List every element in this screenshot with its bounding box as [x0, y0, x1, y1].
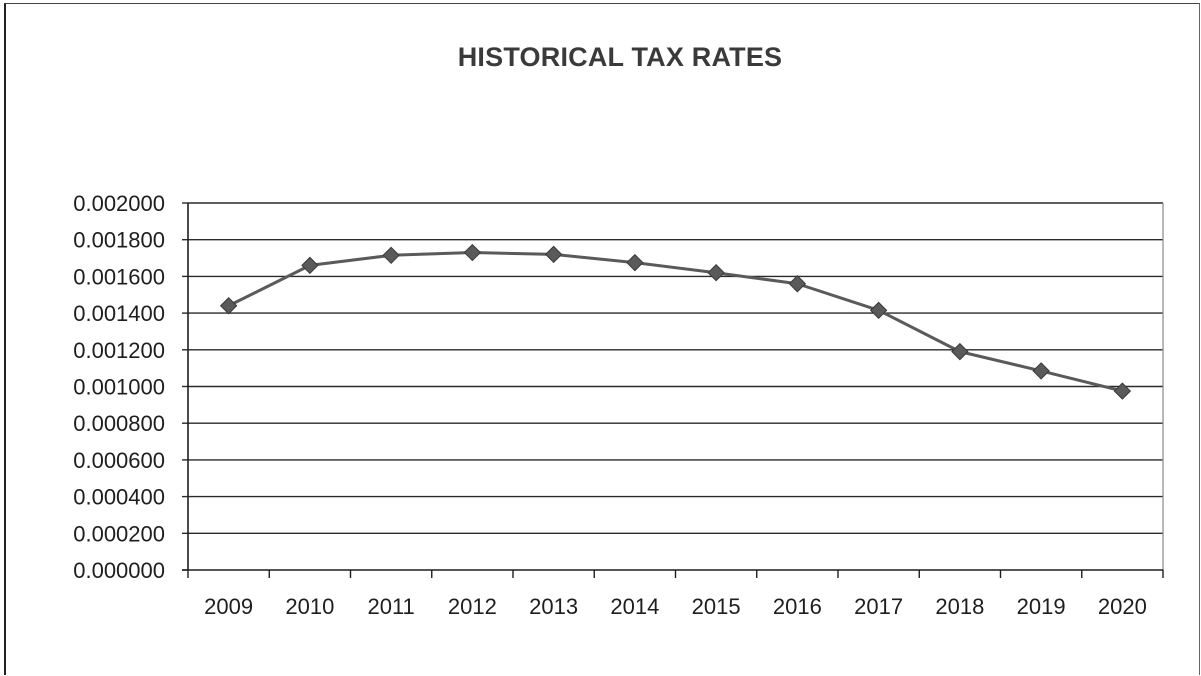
data-point-marker [544, 245, 563, 264]
data-point-marker [1113, 382, 1132, 400]
data-point-marker [219, 297, 238, 315]
data-point-marker [1032, 362, 1050, 380]
x-tick-label: 2016 [773, 594, 822, 619]
x-tick-label: 2019 [1017, 594, 1066, 619]
chart-frame [4, 3, 1200, 675]
data-point-marker [382, 246, 400, 265]
y-tick-label: 0.002000 [73, 191, 165, 216]
y-tick-label: 0.001400 [73, 301, 165, 326]
y-axis-tick-labels: 0.002000 0.001800 0.001600 0.001400 0.001200… [73, 191, 165, 583]
data-point-marker [463, 243, 482, 262]
data-point-marker [951, 342, 969, 361]
x-tick-label: 2018 [935, 594, 984, 619]
data-point-marker [626, 253, 644, 272]
x-tick-label: 2017 [854, 594, 903, 619]
data-point-marker [869, 301, 888, 320]
series-line-path [227, 251, 1123, 393]
data-point-marker [788, 275, 807, 293]
y-tick-label: 0.001200 [73, 338, 165, 363]
chart-title: HISTORICAL TAX RATES [457, 42, 783, 72]
x-tick-label: 2009 [204, 594, 253, 619]
y-tick-label: 0.000200 [73, 521, 165, 546]
y-tick-label: 0.000600 [73, 448, 165, 473]
x-tick-label: 2010 [285, 594, 334, 619]
gridlines [188, 202, 1163, 534]
x-tick-label: 2011 [367, 594, 414, 619]
x-tick-label: 2020 [1098, 594, 1147, 619]
x-tick-label: 2014 [610, 594, 659, 619]
axes [182, 202, 1164, 578]
y-tick-label: 0.000800 [73, 411, 165, 436]
y-tick-label: 0.001000 [73, 375, 165, 400]
x-axis-tick-labels: 2009 2010 2011 2012 2013 2014 2015 2016 2017 2018… [204, 594, 1147, 619]
data-point-marker [707, 264, 725, 282]
x-tick-label: 2012 [448, 594, 497, 619]
y-tick-label: 0.000000 [73, 558, 165, 583]
y-tick-label: 0.001800 [73, 228, 165, 253]
data-point-marker [301, 256, 319, 275]
y-tick-label: 0.000400 [73, 485, 165, 510]
y-tick-label: 0.001600 [73, 264, 165, 289]
x-tick-label: 2013 [529, 594, 578, 619]
x-tick-label: 2015 [692, 594, 741, 619]
series-line [227, 251, 1123, 393]
data-points [219, 243, 1132, 400]
